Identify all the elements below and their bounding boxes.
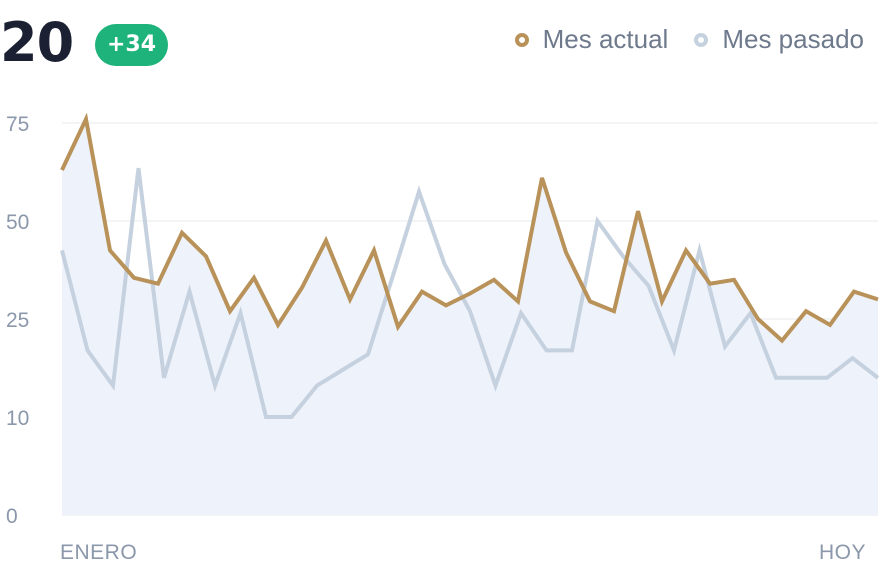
x-label-end: HOY	[819, 541, 866, 564]
series-line-mes-actual	[60, 112, 879, 344]
series	[60, 112, 880, 419]
y-tick-label: 50	[6, 211, 29, 234]
series-line-mes-pasado	[60, 167, 880, 419]
y-tick-label: 25	[6, 309, 29, 332]
legend-current-dot-icon	[514, 32, 529, 47]
legend-item-previous[interactable]: Mes pasado	[694, 24, 864, 55]
headline-value: 20	[0, 11, 74, 74]
legend-previous-label: Mes pasado	[722, 24, 864, 54]
y-axis: 0 10 25 50 75	[6, 113, 29, 528]
x-label-start: ENERO	[60, 541, 137, 564]
legend-item-current[interactable]: Mes actual	[514, 24, 669, 55]
legend-previous-dot-icon	[694, 32, 709, 47]
y-tick-label: 0	[6, 505, 18, 528]
y-tick-label: 75	[6, 113, 29, 136]
legend-current-label: Mes actual	[542, 24, 669, 54]
y-tick-label: 10	[6, 407, 29, 430]
chart-legend: Mes actual Mes pasado	[489, 24, 864, 55]
delta-badge: +34	[95, 24, 169, 66]
